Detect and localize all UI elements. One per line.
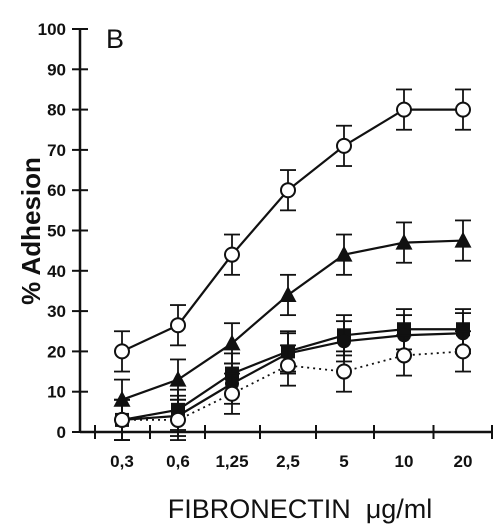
y-tick-label: 40 [47,262,66,281]
x-tick-label: 10 [395,452,414,471]
series-5 [114,330,471,441]
y-tick-label: 0 [57,423,66,442]
data-point [336,363,352,380]
data-point [335,245,353,262]
data-point [279,285,297,302]
data-point [396,347,412,364]
x-tick-label: 0,3 [110,452,134,471]
series-4 [114,312,471,441]
y-ticks: 0 10 20 30 40 50 60 70 80 90 100 [38,20,88,442]
data-point [337,334,351,349]
y-axis-title: % Adhesion [16,157,46,305]
data-point [395,233,413,250]
x-ticks: 0,3 0,6 1,25 2,5 5 10 20 [94,425,493,471]
y-tick-label: 60 [47,181,66,200]
series-3 [114,308,471,441]
x-tick-label: 5 [339,452,348,471]
data-point [455,343,471,360]
data-point [455,101,471,118]
data-point [169,370,187,387]
data-point [114,411,130,428]
data-point [224,246,240,263]
y-tick-label: 10 [47,383,66,402]
data-point [113,390,131,407]
x-tick-label: 20 [454,452,473,471]
data-point [454,231,472,248]
data-point [280,357,296,374]
y-tick-label: 80 [47,101,66,120]
data-point [336,137,352,154]
x-tick-label: 2,5 [276,452,300,471]
x-tick-label: 0,6 [166,452,190,471]
x-axis-title: FIBRONECTIN μg/ml [168,494,433,524]
panel-label: B [106,24,124,54]
data-point [280,182,296,199]
series-layer [113,88,472,441]
data-point [223,334,241,351]
y-tick-label: 100 [38,20,66,39]
series-1 [114,88,471,373]
data-point [224,385,240,402]
y-tick-label: 70 [47,141,66,160]
data-point [114,343,130,360]
y-tick-label: 90 [47,60,66,79]
x-tick-label: 1,25 [215,452,248,471]
y-tick-label: 50 [47,222,66,241]
data-point [396,101,412,118]
data-point [170,317,186,334]
y-tick-label: 30 [47,302,66,321]
series-2 [113,219,472,421]
y-tick-label: 20 [47,342,66,361]
data-point [170,411,186,428]
